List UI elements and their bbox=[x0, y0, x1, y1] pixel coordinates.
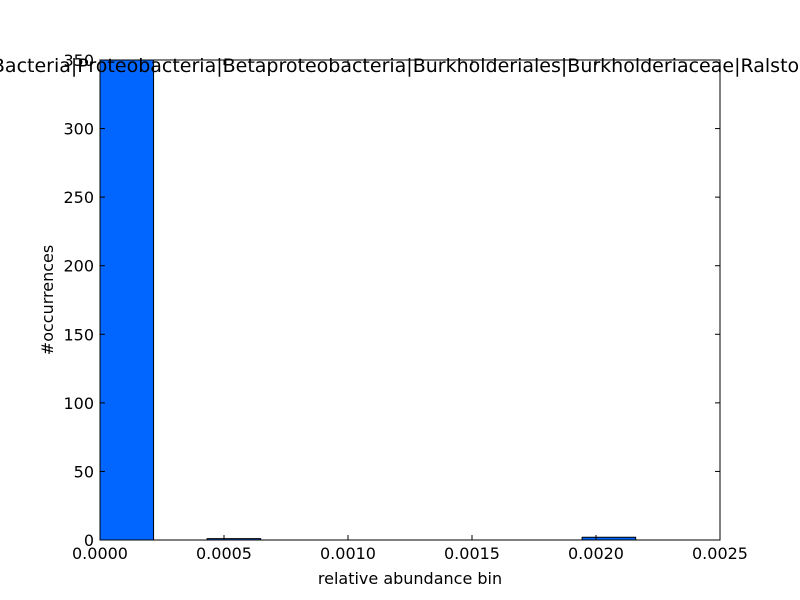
x-tick-label-3: 0.0015 bbox=[444, 544, 500, 563]
x-axis-label: relative abundance bin bbox=[318, 569, 502, 588]
y-axis-label: #occurrences bbox=[38, 245, 57, 355]
ticks-group: 0.0000 0.0005 0.0010 0.0015 0.0020 0.0025 0 50 1… bbox=[63, 51, 748, 563]
y-tick-label-6: 300 bbox=[63, 120, 94, 139]
y-tick-label-3: 150 bbox=[63, 325, 94, 344]
chart-title: Bacteria|Proteobacteria|Betaproteobacter… bbox=[0, 55, 800, 77]
y-tick-label-4: 200 bbox=[63, 257, 94, 276]
x-tick-label-2: 0.0010 bbox=[320, 544, 376, 563]
y-tick-label-0: 0 bbox=[84, 531, 94, 550]
x-tick-label-4: 0.0020 bbox=[568, 544, 624, 563]
x-tick-label-0: 0.0000 bbox=[72, 544, 128, 563]
histogram-bar-0 bbox=[99, 59, 155, 541]
x-tick-label-1: 0.0005 bbox=[196, 544, 252, 563]
y-tick-label-7: 350 bbox=[63, 51, 94, 70]
y-tick-label-5: 250 bbox=[63, 188, 94, 207]
plot-frame bbox=[99, 59, 721, 541]
x-tick-label-5: 0.0025 bbox=[692, 544, 748, 563]
y-tick-label-2: 100 bbox=[63, 394, 94, 413]
bars-group bbox=[99, 59, 637, 541]
y-tick-label-1: 50 bbox=[74, 462, 94, 481]
